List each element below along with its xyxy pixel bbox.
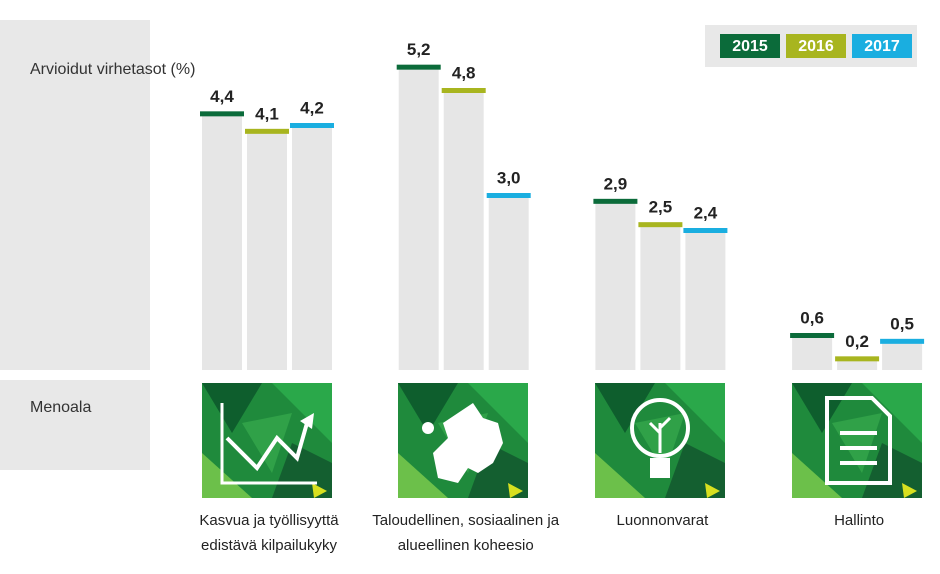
legend-label: 2017 xyxy=(864,38,900,55)
bar-cap xyxy=(880,338,925,344)
bar-cap xyxy=(441,88,486,93)
bar xyxy=(292,125,332,370)
bar-cap xyxy=(790,333,835,338)
legend-swatch xyxy=(786,34,846,58)
value-label: 4,8 xyxy=(452,63,476,82)
bar xyxy=(247,130,287,370)
bar xyxy=(792,335,833,370)
bar-cap xyxy=(593,198,638,204)
bar xyxy=(202,113,242,370)
category-label: Luonnonvarat xyxy=(616,512,709,529)
bar xyxy=(685,230,726,370)
value-label: 0,2 xyxy=(845,332,869,351)
value-label: 5,2 xyxy=(407,40,431,59)
bar-cap xyxy=(683,228,728,233)
value-label: 4,2 xyxy=(300,98,324,117)
category-label: Hallinto xyxy=(834,512,885,529)
bar xyxy=(488,195,529,370)
bar xyxy=(443,90,484,370)
icon-document xyxy=(792,383,922,498)
value-label: 3,0 xyxy=(497,168,521,187)
bar xyxy=(595,200,636,370)
legend-swatch xyxy=(852,34,912,58)
bar-cap xyxy=(396,64,441,70)
value-label: 0,5 xyxy=(890,314,914,333)
icon-bulb xyxy=(595,383,725,498)
legend-label: 2016 xyxy=(798,38,834,55)
legend-swatch xyxy=(720,34,780,58)
bar-cap xyxy=(290,123,334,128)
bar-cap xyxy=(200,111,244,117)
value-label: 4,4 xyxy=(210,87,234,106)
bar xyxy=(640,224,681,370)
category-label: Menoala xyxy=(30,399,91,416)
bar xyxy=(837,358,878,370)
legend-label: 2015 xyxy=(732,38,768,55)
value-label: 2,5 xyxy=(649,198,673,217)
category-panel xyxy=(0,380,150,470)
value-label: 4,1 xyxy=(255,104,279,123)
bar-cap xyxy=(245,128,289,134)
bar-cap xyxy=(486,193,531,198)
axis-panel xyxy=(0,20,150,370)
bar xyxy=(882,340,923,370)
icon-growth xyxy=(202,383,332,498)
category-label: Taloudellinen, sosiaalinen ja alueelline… xyxy=(372,512,560,554)
value-label: 2,9 xyxy=(604,174,628,193)
icon-europe xyxy=(398,383,528,498)
bar-cap xyxy=(638,222,683,228)
bar-cap xyxy=(835,356,880,362)
value-label: 2,4 xyxy=(694,203,718,222)
category-label: Kasvua ja työllisyyttä edistävä kilpailu… xyxy=(199,512,339,554)
y-axis-label: Arvioidut virhetasot (%) xyxy=(30,61,195,78)
bar xyxy=(398,66,439,371)
value-label: 0,6 xyxy=(800,308,824,327)
